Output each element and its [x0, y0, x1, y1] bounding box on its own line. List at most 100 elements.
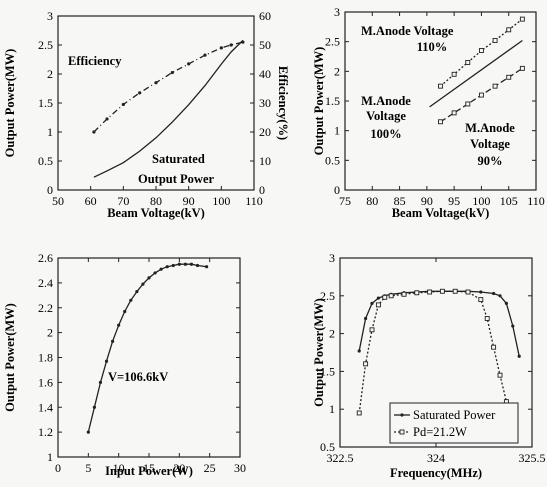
data-point [517, 354, 521, 358]
data-point [401, 291, 407, 297]
data-point [427, 289, 433, 295]
x-tick-label: 324 [427, 451, 445, 465]
y-tick-label: 0 [47, 183, 53, 197]
annotation-text: Output Power [138, 172, 214, 186]
y-tick-label: 0.5 [320, 440, 335, 454]
data-point [519, 16, 525, 22]
data-point [123, 309, 127, 314]
y-tick-label: 3 [47, 9, 53, 23]
y-right-tick-label: 40 [259, 67, 271, 81]
data-point [438, 119, 443, 125]
data-point [370, 301, 374, 305]
series-line-1 [93, 41, 244, 133]
y-tick-label: 1.5 [38, 96, 53, 110]
data-point [484, 316, 490, 321]
x-axis-label: Beam Voltage(kV) [392, 206, 490, 220]
data-point [491, 344, 497, 350]
data-point [356, 410, 362, 416]
data-point [497, 372, 503, 378]
chart-panel-beam-voltage-efficiency: 50 60 70 80 90 100 11000.511.522.5301020304050… [3, 9, 290, 220]
data-point [478, 48, 484, 54]
x-tick-label: 25 [204, 461, 216, 475]
annotation-text: Saturated [152, 152, 205, 166]
data-point [241, 40, 245, 44]
y-tick-label: 2 [47, 326, 53, 340]
y-tick-label: 1 [47, 450, 53, 464]
series-line-0 [87, 263, 207, 433]
chart-panel-anode-voltage: 75 80 85 90 95 100 105 110 0 0.5 1 1.5 2 2.5 3 Beam Vol… [312, 5, 545, 220]
series-line-1 [429, 39, 523, 108]
data-point [492, 83, 498, 89]
data-point [154, 81, 158, 85]
annotation-text: 100% [370, 127, 401, 141]
data-point [465, 289, 471, 295]
data-point [129, 298, 133, 302]
data-point [375, 302, 381, 308]
y-tick-label: 1 [334, 124, 340, 138]
data-point [492, 291, 496, 296]
y-tick-label: 1.5 [320, 364, 335, 378]
data-point [438, 83, 443, 89]
y-tick-label: 1.2 [38, 425, 53, 439]
y-tick-label: 2.4 [38, 276, 53, 290]
annotation-text: M.Anode [465, 121, 515, 135]
legend-box [389, 402, 519, 444]
x-tick-label: 50 [52, 194, 64, 208]
x-tick-label: 322.5 [327, 451, 354, 465]
data-point [364, 316, 368, 321]
data-point [439, 288, 445, 294]
x-tick-label: 30 [234, 461, 246, 475]
data-point [147, 276, 151, 280]
data-point [105, 117, 109, 121]
data-point [205, 265, 209, 269]
data-point [117, 323, 121, 327]
y-tick-label: 1 [329, 402, 335, 416]
data-point [86, 430, 90, 434]
x-tick-label: 5 [85, 461, 91, 475]
y-tick-label: 2.5 [325, 35, 340, 49]
legend-label-1: Pd=21.2W [413, 425, 467, 439]
annotation-text: Voltage [470, 137, 510, 151]
data-point [451, 71, 457, 77]
x-tick-label: 105 [500, 194, 518, 208]
y-tick-label: 1.4 [38, 400, 53, 414]
data-point [465, 101, 471, 107]
x-axis-label: Beam Voltage(kV) [107, 206, 205, 220]
series-line-1 [358, 290, 514, 419]
y-tick-label: 3 [329, 251, 335, 265]
data-point [159, 267, 163, 271]
y-tick-label: 2.2 [38, 301, 53, 315]
x-tick-label: 75 [339, 194, 351, 208]
data-point [452, 288, 458, 294]
data-point [171, 263, 175, 268]
x-tick-label: 0 [55, 461, 61, 475]
y-tick-label: 2.5 [320, 289, 335, 303]
data-point [451, 110, 457, 116]
data-point [519, 65, 525, 71]
x-axis-label: Input Power(W) [105, 464, 193, 478]
legend-marker [400, 413, 404, 417]
chart-panel-frequency: 322.5 324 325.5 0.5 1 1.5 2 2.5 3 Frequency(MHz) O… [312, 251, 546, 480]
y-right-tick-label: 10 [259, 154, 271, 168]
chart-panel-input-power: 0 5 10 15 20 25 30 1 1.2 1.4 1.6 1.8 2 2.2 2.4 2.6 Input… [3, 251, 246, 478]
annotation-text: M.Anode Voltage [361, 24, 454, 38]
data-point [478, 297, 484, 303]
data-point [479, 290, 483, 294]
data-point [98, 380, 103, 384]
data-point [492, 38, 498, 43]
y-tick-label: 2.6 [38, 251, 53, 265]
y-tick-label: 1.5 [325, 94, 340, 108]
y-tick-label: 2 [334, 64, 340, 78]
x-tick-label: 80 [150, 194, 162, 208]
y-axis-label: Output Power(MW) [3, 303, 17, 412]
annotation-text: Voltage [366, 109, 406, 123]
data-point [498, 294, 502, 298]
x-tick-label: 325.5 [519, 451, 546, 465]
data-point [229, 43, 233, 47]
x-tick-label: 85 [394, 194, 406, 208]
annotation-text: Efficiency [68, 54, 122, 68]
y-tick-label: 2 [47, 67, 53, 81]
y-tick-label: 2 [329, 327, 335, 341]
x-tick-label: 60 [85, 194, 97, 208]
x-tick-label: 90 [183, 194, 195, 208]
